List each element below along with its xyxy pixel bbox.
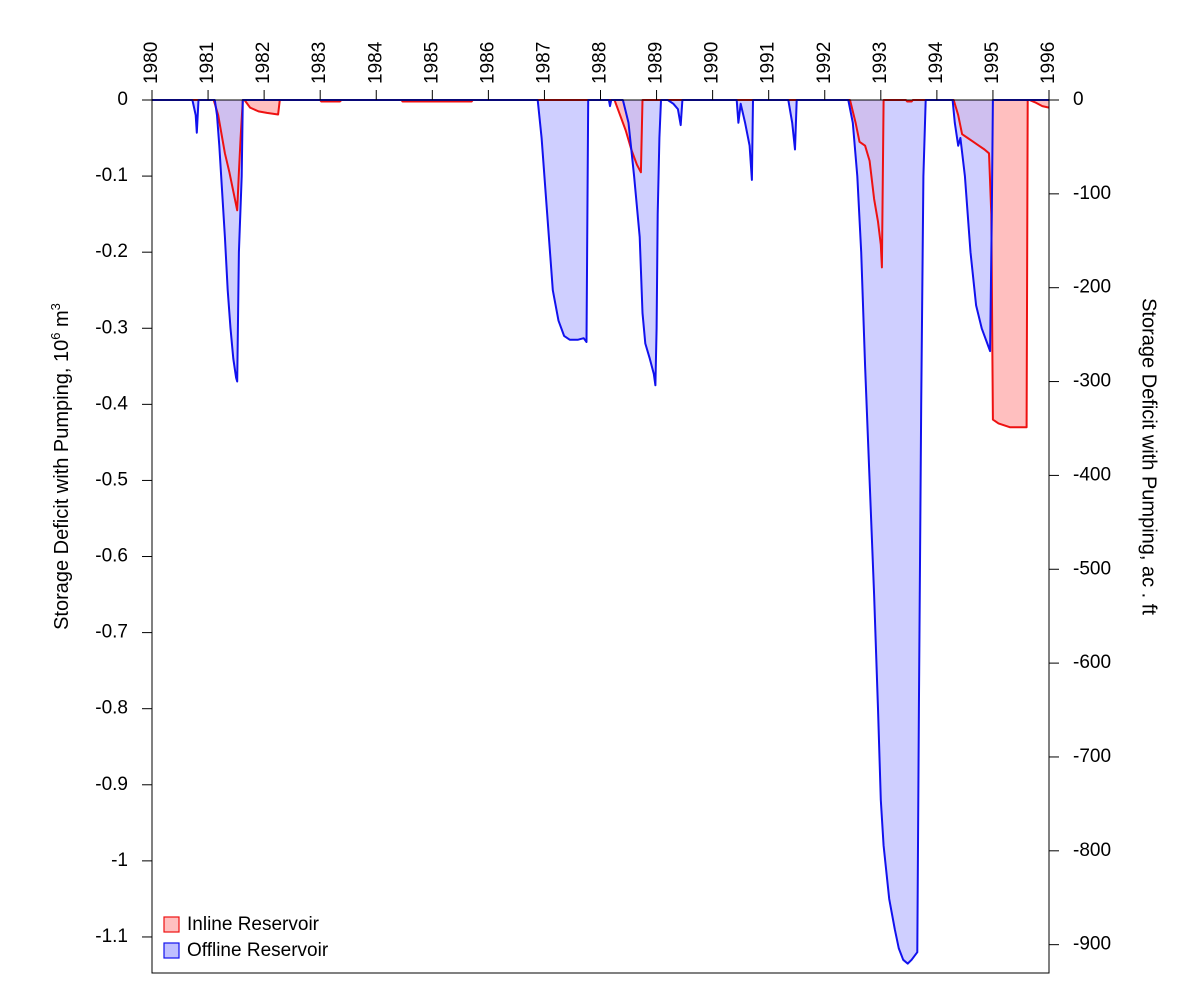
line-offline-reservoir — [152, 99, 1049, 965]
y-left-tick-label: -0.5 — [95, 469, 128, 490]
legend-label: Inline Reservoir — [187, 914, 320, 935]
x-tick-label: 1985 — [421, 42, 442, 84]
x-tick-label: 1990 — [702, 42, 723, 84]
y-left-tick-label: -1 — [111, 850, 128, 871]
x-tick-label: 1996 — [1038, 42, 1059, 84]
y-right-tick-label: -900 — [1073, 934, 1111, 955]
x-tick-label: 1981 — [197, 42, 218, 84]
legend: Inline Reservoir Offline Reservoir — [163, 914, 329, 961]
x-tick-label: 1980 — [141, 42, 162, 84]
y-right-tick-label: -800 — [1073, 840, 1111, 861]
x-tick-label: 1988 — [590, 42, 611, 84]
y-right-tick-label: -400 — [1073, 464, 1111, 485]
y-left-tick-label: -0.6 — [95, 546, 128, 567]
y-right-tick-label: -700 — [1073, 746, 1111, 767]
y-left-tick-label: -0.4 — [95, 393, 128, 414]
legend-swatch — [163, 942, 180, 959]
x-tick-label: 1987 — [533, 42, 554, 84]
legend-swatch — [163, 916, 180, 933]
y-axis-left-label: Storage Deficit with Pumping, 106 m3 — [48, 303, 73, 630]
x-tick-label: 1992 — [814, 42, 835, 84]
y-axis-right-label: Storage Deficit with Pumping, ac . ft — [1138, 298, 1160, 615]
y-right-tick-label: -500 — [1073, 558, 1111, 579]
x-tick-label: 1993 — [870, 42, 891, 84]
x-tick-label: 1984 — [365, 41, 386, 84]
y-right-tick-label: -600 — [1073, 652, 1111, 673]
y-left-tick-label: -0.7 — [95, 622, 128, 643]
y-left-tick-label: -0.2 — [95, 241, 128, 262]
y-left-tick-label: -0.1 — [95, 165, 128, 186]
y-axis-left: 0 -0.1 -0.2 -0.3 -0.4 -0.5 -0.6 -0.7 -0.8 -0.9 -1 -… — [95, 89, 152, 947]
y-left-tick-label: -0.8 — [95, 698, 128, 719]
area-offline-reservoir — [152, 100, 1049, 964]
legend-label: Offline Reservoir — [187, 940, 329, 961]
y-left-tick-label: 0 — [117, 89, 128, 110]
x-tick-label: 1989 — [646, 42, 667, 84]
x-tick-label: 1995 — [982, 42, 1003, 84]
y-right-tick-label: 0 — [1073, 89, 1084, 110]
x-tick-label: 1986 — [477, 42, 498, 84]
x-tick-label: 1983 — [309, 42, 330, 84]
y-left-tick-label: -0.9 — [95, 774, 128, 795]
x-tick-label: 1982 — [253, 42, 274, 84]
y-right-tick-label: -200 — [1073, 277, 1111, 298]
y-axis-right: 0 -100 -200 -300 -400 -500 -600 -700 -800 -900 — [1049, 89, 1111, 955]
y-right-tick-label: -100 — [1073, 183, 1111, 204]
y-left-tick-label: -0.3 — [95, 317, 128, 338]
y-right-tick-label: -300 — [1073, 371, 1111, 392]
x-tick-label: 1994 — [926, 41, 947, 84]
series-areas — [152, 99, 1050, 965]
x-axis: 1980 1981 1982 1983 1984 1985 1986 1987 1988 1989… — [141, 41, 1059, 100]
y-left-tick-label: -1.1 — [95, 926, 128, 947]
x-tick-label: 1991 — [758, 42, 779, 84]
